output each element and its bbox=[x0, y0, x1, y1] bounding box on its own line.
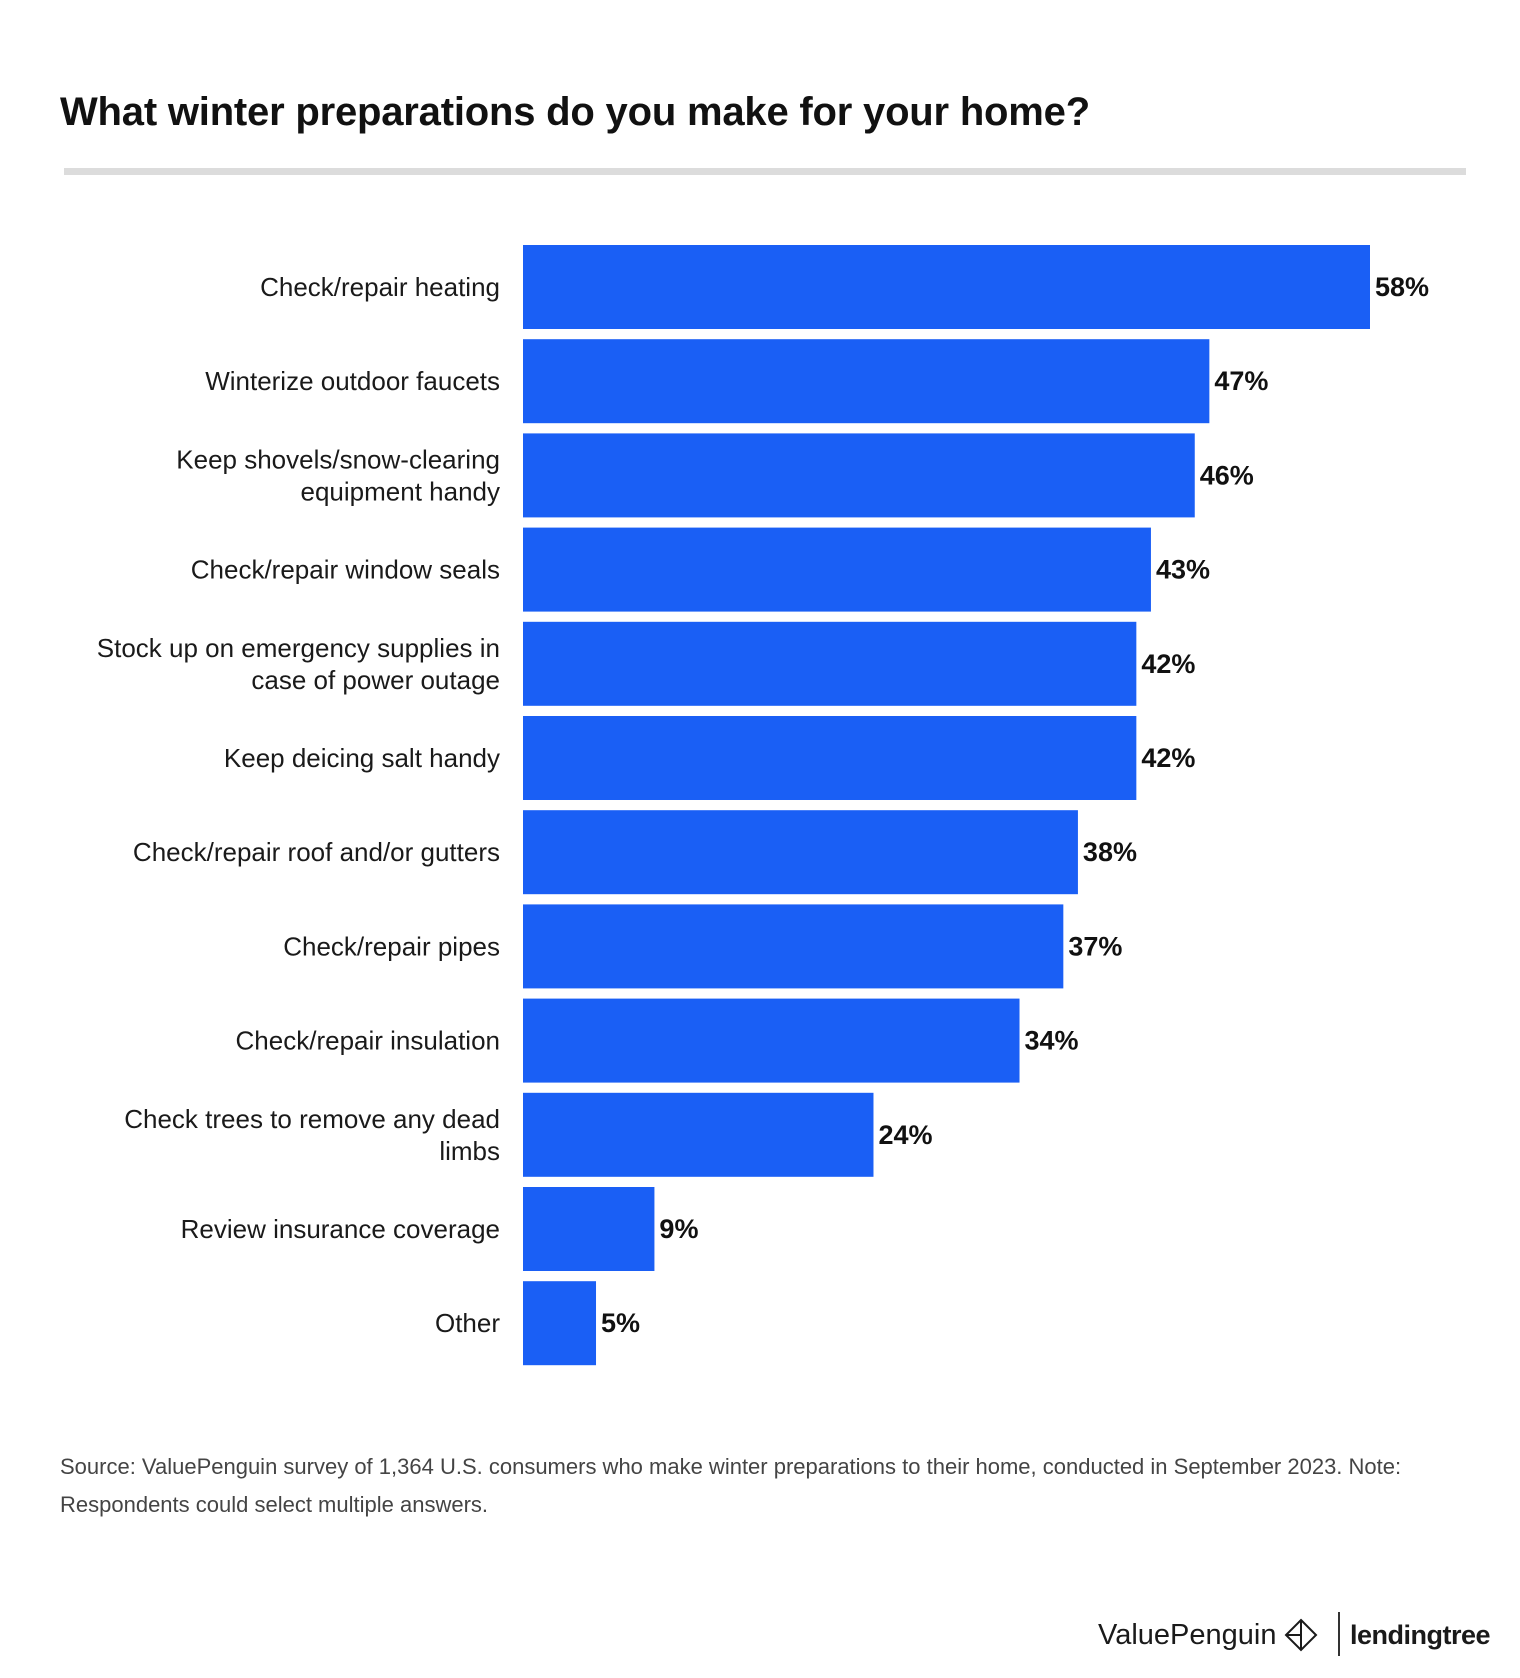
category-label-line: equipment handy bbox=[301, 476, 500, 506]
category-label-8: Check/repair insulation bbox=[236, 1026, 500, 1056]
category-label-6: Check/repair roof and/or gutters bbox=[133, 837, 500, 867]
value-label-2: 46% bbox=[1200, 460, 1254, 490]
bar-4 bbox=[523, 621, 1137, 706]
category-label-line: Keep shovels/snow-clearing bbox=[176, 444, 500, 474]
bar-2 bbox=[523, 433, 1195, 518]
bar-6 bbox=[523, 810, 1078, 895]
category-label-2: Keep shovels/snow-clearing equipment hand… bbox=[176, 444, 500, 506]
category-label-line: Check/repair roof and/or gutters bbox=[133, 837, 500, 867]
value-label-7: 37% bbox=[1068, 931, 1122, 961]
category-label-line: Check/repair pipes bbox=[283, 931, 500, 961]
title-divider bbox=[64, 168, 1466, 175]
bar-10 bbox=[523, 1187, 655, 1271]
category-label-line: Check/repair heating bbox=[260, 272, 500, 302]
category-label-5: Keep deicing salt handy bbox=[224, 743, 500, 773]
value-label-5: 42% bbox=[1141, 743, 1195, 773]
lendingtree-wordmark: lendingtree bbox=[1350, 1619, 1491, 1650]
value-label-4: 42% bbox=[1141, 649, 1195, 679]
category-label-3: Check/repair window seals bbox=[191, 555, 500, 585]
category-label-10: Review insurance coverage bbox=[181, 1214, 500, 1244]
bar-7 bbox=[523, 904, 1064, 989]
bar-chart: 58% Check/repair heating 47% Winterize outd… bbox=[97, 245, 1429, 1366]
value-label-3: 43% bbox=[1156, 555, 1210, 585]
category-label-7: Check/repair pipes bbox=[283, 931, 500, 961]
bar-5 bbox=[523, 716, 1137, 800]
category-label-line: Check trees to remove any dead bbox=[124, 1104, 500, 1134]
category-label-line: case of power outage bbox=[251, 665, 500, 695]
category-label-line: Review insurance coverage bbox=[181, 1214, 500, 1244]
category-label-0: Check/repair heating bbox=[260, 272, 500, 302]
chart-title: What winter preparations do you make for… bbox=[60, 90, 1090, 134]
category-label-line: Other bbox=[435, 1308, 500, 1338]
value-label-0: 58% bbox=[1375, 272, 1429, 302]
bar-3 bbox=[523, 527, 1151, 612]
value-label-10: 9% bbox=[659, 1214, 698, 1244]
category-label-11: Other bbox=[435, 1308, 500, 1338]
value-label-1: 47% bbox=[1214, 366, 1268, 396]
category-label-line: limbs bbox=[439, 1136, 500, 1166]
lendingtree-logo: lendingtree bbox=[1350, 1610, 1491, 1660]
valuepenguin-diamond-icon bbox=[1285, 1618, 1318, 1652]
bar-9 bbox=[523, 1092, 874, 1177]
category-label-1: Winterize outdoor faucets bbox=[205, 366, 500, 396]
category-label-4: Stock up on emergency supplies in case of… bbox=[97, 633, 500, 695]
category-label-line: Keep deicing salt handy bbox=[224, 743, 500, 773]
bar-0 bbox=[523, 245, 1370, 329]
value-label-6: 38% bbox=[1083, 837, 1137, 867]
bar-8 bbox=[523, 998, 1020, 1083]
logo-divider bbox=[1338, 1612, 1340, 1656]
category-label-line: Check/repair insulation bbox=[236, 1026, 500, 1056]
category-label-line: Check/repair window seals bbox=[191, 555, 500, 585]
valuepenguin-logo: ValuePenguin bbox=[1098, 1610, 1318, 1660]
bar-1 bbox=[523, 339, 1210, 424]
category-label-line: Stock up on emergency supplies in bbox=[97, 633, 500, 663]
bar-11 bbox=[523, 1281, 597, 1366]
valuepenguin-wordmark: ValuePenguin bbox=[1098, 1618, 1277, 1651]
category-label-9: Check trees to remove any dead limbs bbox=[124, 1104, 500, 1166]
value-label-9: 24% bbox=[878, 1120, 932, 1150]
source-note: Source: ValuePenguin survey of 1,364 U.S… bbox=[60, 1454, 1402, 1517]
value-label-11: 5% bbox=[601, 1308, 640, 1338]
category-label-line: Winterize outdoor faucets bbox=[205, 366, 500, 396]
value-label-8: 34% bbox=[1025, 1026, 1079, 1056]
